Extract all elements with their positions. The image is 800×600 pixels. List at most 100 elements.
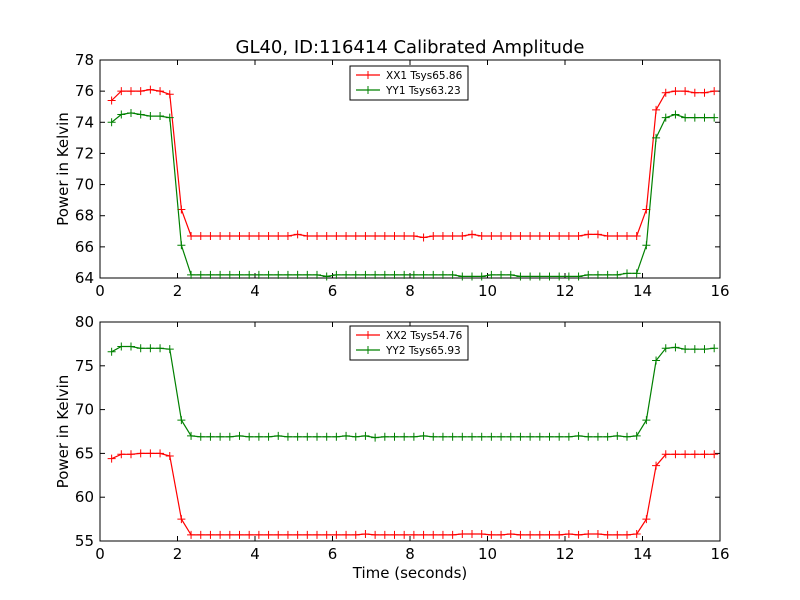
data-point <box>206 231 215 240</box>
data-point <box>584 270 593 279</box>
data-point <box>458 272 467 281</box>
data-point <box>322 272 331 281</box>
data-point <box>165 90 174 99</box>
data-point <box>690 88 699 97</box>
data-point <box>303 231 312 240</box>
data-point <box>177 416 186 425</box>
data-point <box>351 270 360 279</box>
data-point <box>448 530 457 539</box>
y-tick-label: 68 <box>75 207 94 225</box>
y-tick-label: 66 <box>75 238 94 256</box>
data-point <box>400 530 409 539</box>
data-point <box>322 530 331 539</box>
data-point <box>264 432 273 441</box>
data-point <box>671 450 680 459</box>
data-point <box>303 270 312 279</box>
data-point <box>526 432 535 441</box>
data-point <box>342 530 351 539</box>
data-point <box>545 231 554 240</box>
data-point <box>117 110 126 119</box>
data-point <box>400 432 409 441</box>
data-point <box>156 87 165 96</box>
data-point <box>283 432 292 441</box>
x-tick-label: 0 <box>95 282 105 300</box>
data-point <box>487 432 496 441</box>
legend: XX1 Tsys65.86 YY1 Tsys63.23 <box>349 65 469 101</box>
data-point <box>206 530 215 539</box>
data-point <box>409 231 418 240</box>
x-tick-label: 10 <box>478 545 497 563</box>
x-tick-label: 12 <box>555 282 574 300</box>
data-point <box>235 270 244 279</box>
data-point <box>165 452 174 461</box>
data-point <box>681 450 690 459</box>
data-point <box>497 530 506 539</box>
data-point <box>216 270 225 279</box>
series-xx <box>107 85 719 242</box>
data-point <box>642 241 651 250</box>
data-point <box>526 231 535 240</box>
y-tick-label: 65 <box>75 444 94 462</box>
data-point <box>593 270 602 279</box>
data-point <box>419 270 428 279</box>
data-point <box>136 87 145 96</box>
data-point <box>438 270 447 279</box>
data-point <box>448 270 457 279</box>
data-point <box>613 530 622 539</box>
data-point <box>593 529 602 538</box>
data-point <box>593 432 602 441</box>
data-point <box>187 431 196 440</box>
data-point <box>293 230 302 239</box>
data-point <box>283 530 292 539</box>
data-point <box>652 461 661 470</box>
data-point <box>652 133 661 142</box>
data-point <box>487 530 496 539</box>
data-point <box>264 270 273 279</box>
y-tick-label: 60 <box>75 488 94 506</box>
data-point <box>661 344 670 353</box>
data-point <box>371 231 380 240</box>
data-point <box>593 230 602 239</box>
data-point <box>681 345 690 354</box>
data-point <box>652 105 661 114</box>
data-point <box>448 231 457 240</box>
data-point <box>642 416 651 425</box>
y-tick-label: 75 <box>75 357 94 375</box>
data-point <box>603 530 612 539</box>
legend-label: XX1 Tsys65.86 <box>386 70 463 82</box>
data-point <box>516 432 525 441</box>
data-point <box>661 88 670 97</box>
data-point <box>700 345 709 354</box>
data-point <box>555 272 564 281</box>
legend-marker <box>364 86 372 94</box>
data-point <box>429 270 438 279</box>
data-point <box>574 431 583 440</box>
data-point <box>429 432 438 441</box>
data-point <box>313 530 321 539</box>
data-point <box>107 454 116 463</box>
data-point <box>487 231 496 240</box>
data-point <box>700 113 709 122</box>
y-axis-label: Power in Kelvin <box>54 112 72 226</box>
data-point <box>710 450 719 459</box>
data-point <box>555 432 564 441</box>
data-point <box>254 231 263 240</box>
data-point <box>623 432 631 441</box>
data-point <box>371 270 380 279</box>
data-point <box>146 85 155 94</box>
data-point <box>506 231 515 240</box>
x-axis-label: Time (seconds) <box>352 564 468 582</box>
data-point <box>303 530 312 539</box>
figure-title: GL40, ID:116414 Calibrated Amplitude <box>236 37 585 58</box>
data-point <box>332 530 341 539</box>
data-point <box>322 432 331 441</box>
data-point <box>661 113 670 122</box>
data-point <box>497 231 506 240</box>
data-point <box>146 112 155 121</box>
data-point <box>506 432 515 441</box>
data-point <box>390 231 399 240</box>
data-point <box>584 432 593 441</box>
data-point <box>187 530 196 539</box>
legend-label: YY2 Tsys65.93 <box>385 345 461 357</box>
data-point <box>206 270 215 279</box>
